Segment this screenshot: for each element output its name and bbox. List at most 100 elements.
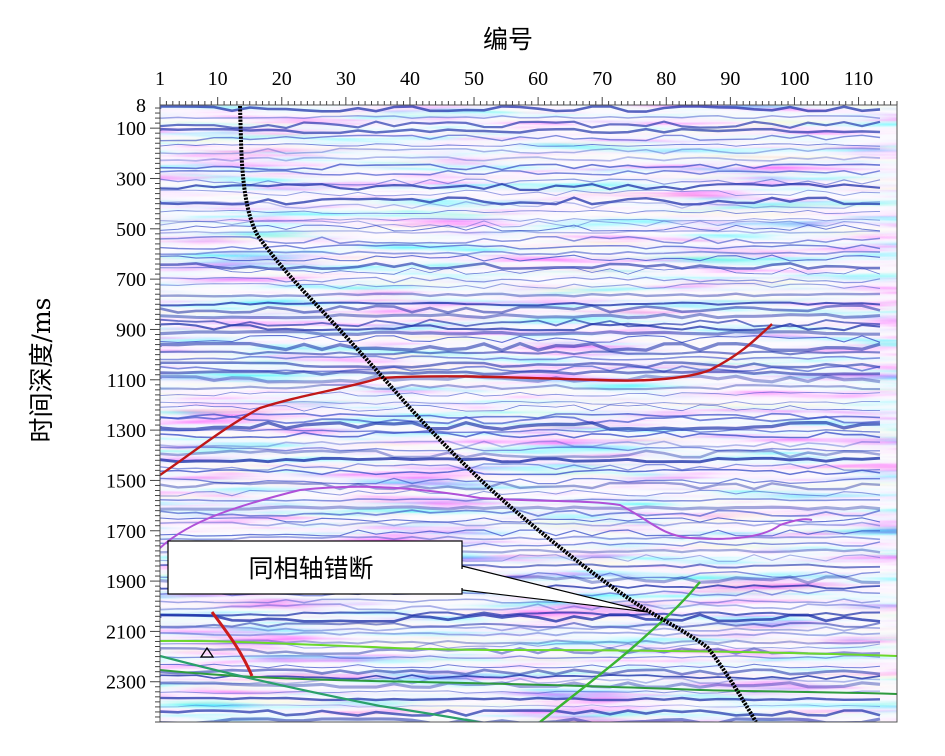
reflector: [160, 428, 881, 433]
reflector: [160, 704, 881, 708]
reflector: [160, 374, 881, 384]
reflector: [160, 613, 881, 623]
reflector: [160, 449, 881, 459]
x-tick-label: 100: [779, 68, 809, 90]
reflector: [160, 639, 881, 645]
interpretation-overlay: [160, 105, 897, 722]
reflector: [160, 244, 881, 250]
y-tick-label: 1500: [106, 470, 146, 492]
reflector: [160, 355, 881, 361]
horizon-light-green: [160, 639, 897, 657]
well-trajectory: [238, 105, 758, 722]
x-axis-title: 编号: [483, 25, 533, 54]
reflector: [160, 383, 881, 391]
reflector: [160, 196, 881, 206]
reflector: [160, 318, 881, 328]
reflector: [160, 163, 881, 171]
reflector: [160, 631, 881, 637]
x-tick-label: 110: [844, 68, 873, 90]
reflector: [160, 477, 880, 485]
reflector: [160, 509, 881, 517]
reflector: [160, 156, 881, 162]
reflector: [160, 220, 881, 228]
x-tick-label: 90: [720, 68, 740, 90]
reflector-lines: [160, 105, 881, 722]
reflector: [160, 663, 881, 669]
y-tick-label: 1700: [106, 521, 146, 543]
reflector: [160, 643, 881, 650]
y-tick-label: 500: [116, 219, 146, 241]
reflector: [160, 420, 881, 432]
reflector: [160, 292, 881, 298]
reflector: [160, 147, 881, 155]
y-tick-label: 2300: [106, 672, 146, 694]
reflector: [160, 267, 881, 275]
reflector: [160, 598, 881, 604]
reflector: [160, 235, 881, 245]
reflector: [160, 301, 881, 307]
reflector: [160, 283, 881, 289]
x-tick-label: 70: [592, 68, 612, 90]
x-axis: 1 10 20 30 40 50 60 70 80 90 100 110: [155, 68, 898, 105]
reflector: [160, 696, 881, 702]
reflector: [160, 412, 881, 420]
reflector: [160, 105, 881, 113]
y-tick-label: 2100: [106, 621, 146, 643]
x-tick-label: 60: [528, 68, 548, 90]
x-tick-label: 80: [656, 68, 676, 90]
reflector: [160, 178, 881, 186]
horizon-red-upper: [160, 323, 773, 476]
reflector: [160, 517, 881, 523]
reflector: [160, 361, 881, 369]
reflector: [160, 134, 881, 142]
reflector: [160, 400, 880, 406]
y-tick-label: 700: [116, 269, 146, 291]
reflector: [160, 304, 881, 314]
reflector: [160, 254, 881, 262]
x-tick-label: 30: [336, 68, 356, 90]
y-tick-label: 1900: [106, 571, 146, 593]
reflector: [160, 329, 880, 337]
reflector: [160, 621, 881, 629]
reflector: [160, 276, 881, 284]
reflector: [160, 218, 881, 222]
reflector: [160, 431, 881, 439]
reflector: [160, 463, 881, 471]
reflector: [160, 456, 881, 464]
reflector: [160, 201, 881, 209]
reflector: [160, 611, 881, 617]
fault-annotation-callout: 同相轴错断: [167, 540, 649, 613]
y-axis-title: 时间深度/ms: [27, 298, 56, 443]
reflector: [160, 440, 881, 448]
reflector: [160, 521, 881, 527]
reflector: [160, 224, 881, 232]
x-tick-label: 1: [155, 68, 165, 90]
reflector: [160, 127, 881, 135]
fault-green: [539, 581, 701, 722]
reflector: [160, 709, 881, 717]
reflector: [160, 335, 881, 343]
reflector: [160, 182, 881, 192]
reflector: [160, 468, 881, 476]
reflector: [160, 261, 880, 271]
reflector: [160, 322, 881, 332]
reflector: [160, 230, 881, 234]
reflector: [160, 120, 881, 130]
reflector: [160, 626, 881, 632]
reflector: [160, 446, 880, 452]
seismic-image: [160, 105, 897, 722]
reflector: [160, 250, 881, 256]
reflector: [160, 535, 881, 541]
x-tick-label: 40: [400, 68, 420, 90]
reflector: [160, 143, 881, 147]
x-tick-label: 10: [208, 68, 228, 90]
fault-annotation-text: 同相轴错断: [248, 554, 373, 583]
reflector: [160, 350, 881, 356]
y-tick-label: 1300: [106, 420, 146, 442]
reflector: [160, 481, 881, 491]
reflector: [160, 391, 881, 397]
horizon-purple: [160, 485, 813, 549]
y-tick-label: 1100: [107, 370, 146, 392]
